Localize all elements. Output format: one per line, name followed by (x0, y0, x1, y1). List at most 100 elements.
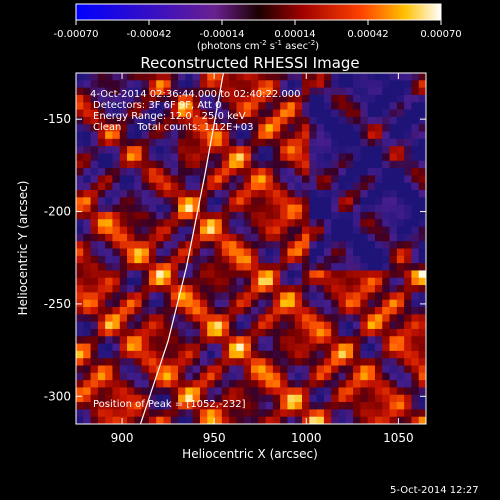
heatmap-cell (199, 416, 208, 424)
heatmap-cell (323, 226, 332, 235)
heatmap-cell (294, 94, 303, 103)
heatmap-cell (90, 94, 99, 103)
heatmap-cell (148, 307, 157, 315)
heatmap-cell (280, 321, 288, 330)
heatmap-cell (367, 226, 376, 235)
heatmap-cell (287, 299, 296, 308)
heatmap-cell (309, 116, 318, 125)
heatmap-cell (97, 138, 106, 147)
heatmap-cell (243, 87, 252, 96)
colorbar-tick-label: -0.00070 (54, 29, 99, 40)
heatmap-cell (229, 387, 237, 396)
heatmap-cell (382, 204, 391, 213)
heatmap-cell (192, 116, 201, 125)
heatmap-cell (119, 321, 128, 330)
heatmap-cell (389, 160, 398, 169)
heatmap-cell (389, 190, 398, 198)
heatmap-cell (389, 402, 398, 410)
heatmap-cell (309, 168, 318, 176)
heatmap-cell (265, 416, 274, 424)
heatmap-cell (411, 336, 420, 345)
heatmap-cell (280, 153, 288, 162)
heatmap-cell (76, 263, 84, 271)
heatmap-cell (236, 307, 245, 315)
heatmap-cell (309, 255, 318, 264)
heatmap-cell (345, 94, 354, 103)
heatmap-cell (83, 365, 92, 374)
heatmap-cell (331, 175, 339, 184)
heatmap-cell (302, 394, 310, 403)
heatmap-cell (389, 175, 398, 184)
heatmap-cell (90, 255, 99, 264)
heatmap-cell (221, 175, 230, 184)
heatmap-cell (360, 131, 369, 140)
heatmap-cell (76, 160, 84, 169)
heatmap-cell (338, 182, 347, 191)
heatmap-cell (280, 197, 288, 206)
heatmap-cell (345, 307, 354, 315)
heatmap-cell (119, 160, 128, 169)
heatmap-cell (127, 182, 135, 191)
heatmap-cell (76, 94, 84, 103)
heatmap-cell (148, 80, 157, 89)
heatmap-cell (141, 255, 150, 264)
heatmap-cell (170, 211, 179, 220)
heatmap-cell (236, 182, 245, 191)
heatmap-cell (367, 314, 376, 323)
heatmap-cell (389, 255, 398, 264)
heatmap-cell (404, 80, 412, 89)
heatmap-cell (148, 153, 157, 162)
heatmap-cell (105, 219, 113, 228)
heatmap-cell (192, 307, 201, 315)
heatmap-cell (229, 299, 237, 308)
heatmap-cell (418, 131, 426, 140)
heatmap-cell (302, 175, 310, 184)
heatmap-cell (192, 80, 201, 89)
heatmap-cell (251, 241, 259, 249)
heatmap-cell (353, 307, 361, 315)
heatmap-cell (265, 204, 274, 213)
heatmap-cell (287, 197, 296, 206)
heatmap-cell (134, 299, 143, 308)
heatmap-cell (251, 263, 259, 271)
heatmap-cell (404, 94, 412, 103)
heatmap-cell (265, 292, 274, 301)
heatmap-cell (156, 219, 164, 228)
heatmap-cell (236, 402, 245, 410)
heatmap-cell (323, 168, 332, 176)
heatmap-cell (323, 211, 332, 220)
heatmap-cell (374, 219, 383, 228)
heatmap-cell (404, 138, 412, 147)
heatmap-cell (207, 314, 216, 323)
heatmap-cell (374, 168, 383, 176)
heatmap-cell (105, 285, 113, 293)
heatmap-cell (192, 387, 201, 396)
heatmap-cell (345, 124, 354, 132)
heatmap-cell (251, 336, 259, 345)
heatmap-cell (97, 175, 106, 184)
heatmap-cell (119, 416, 128, 424)
heatmap-cell (229, 321, 237, 330)
heatmap-cell (156, 263, 164, 271)
heatmap-cell (360, 226, 369, 235)
heatmap-cell (148, 292, 157, 301)
heatmap-cell (105, 321, 113, 330)
heatmap-cell (316, 233, 325, 242)
heatmap-cell (374, 109, 383, 118)
heatmap-cell (287, 109, 296, 118)
heatmap-cell (411, 255, 420, 264)
heatmap-cell (192, 175, 201, 184)
heatmap-cell (367, 299, 376, 308)
heatmap-cell (105, 131, 113, 140)
heatmap-cell (309, 372, 318, 381)
heatmap-cell (134, 394, 143, 403)
heatmap-cell (309, 175, 318, 184)
heatmap-cell (294, 241, 303, 249)
heatmap-cell (382, 387, 391, 396)
heatmap-cell (221, 109, 230, 118)
heatmap-cell (294, 226, 303, 235)
heatmap-cell (316, 146, 325, 154)
heatmap-cell (141, 328, 150, 337)
heatmap-cell (229, 175, 237, 184)
heatmap-cell (323, 241, 332, 249)
